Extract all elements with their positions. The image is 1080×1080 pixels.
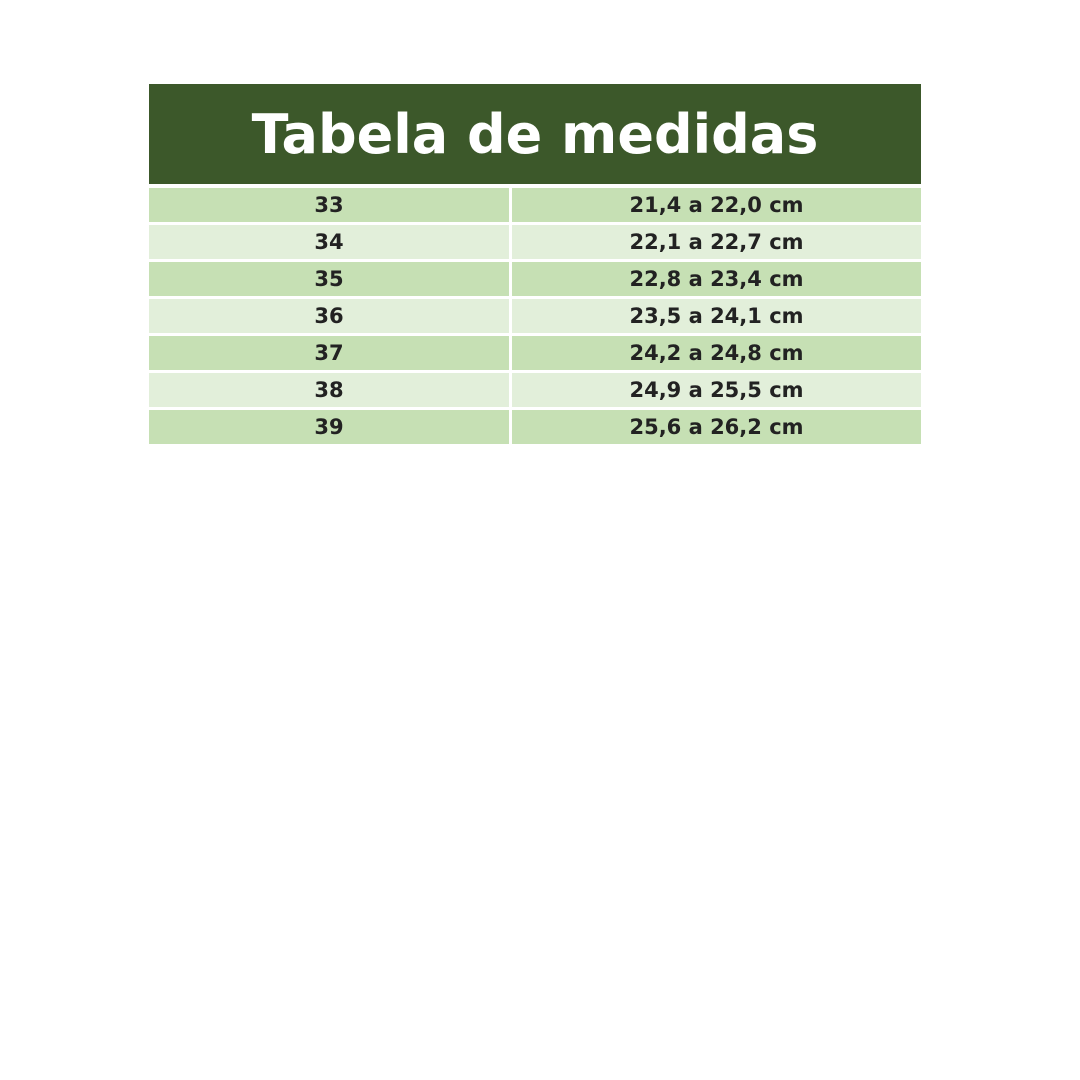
length-cell: 22,8 a 23,4 cm	[512, 262, 921, 296]
size-cell: 36	[149, 299, 509, 333]
size-cell: 38	[149, 373, 509, 407]
table-body: 33 21,4 a 22,0 cm 34 22,1 a 22,7 cm 35 22,8 a…	[149, 188, 921, 444]
length-cell: 25,6 a 26,2 cm	[512, 410, 921, 444]
table-row: 35 22,8 a 23,4 cm	[149, 262, 921, 296]
table-row: 36 23,5 a 24,1 cm	[149, 299, 921, 333]
table-row: 37 24,2 a 24,8 cm	[149, 336, 921, 370]
length-cell: 23,5 a 24,1 cm	[512, 299, 921, 333]
table-row: 39 25,6 a 26,2 cm	[149, 410, 921, 444]
size-cell: 34	[149, 225, 509, 259]
length-cell: 21,4 a 22,0 cm	[512, 188, 921, 222]
size-cell: 39	[149, 410, 509, 444]
length-cell: 22,1 a 22,7 cm	[512, 225, 921, 259]
size-cell: 37	[149, 336, 509, 370]
table-row: 34 22,1 a 22,7 cm	[149, 225, 921, 259]
table-row: 38 24,9 a 25,5 cm	[149, 373, 921, 407]
size-cell: 33	[149, 188, 509, 222]
table-title: Tabela de medidas	[149, 84, 921, 184]
size-cell: 35	[149, 262, 509, 296]
table-row: 33 21,4 a 22,0 cm	[149, 188, 921, 222]
length-cell: 24,9 a 25,5 cm	[512, 373, 921, 407]
length-cell: 24,2 a 24,8 cm	[512, 336, 921, 370]
size-table: Tabela de medidas 33 21,4 a 22,0 cm 34 22,1…	[149, 84, 921, 447]
